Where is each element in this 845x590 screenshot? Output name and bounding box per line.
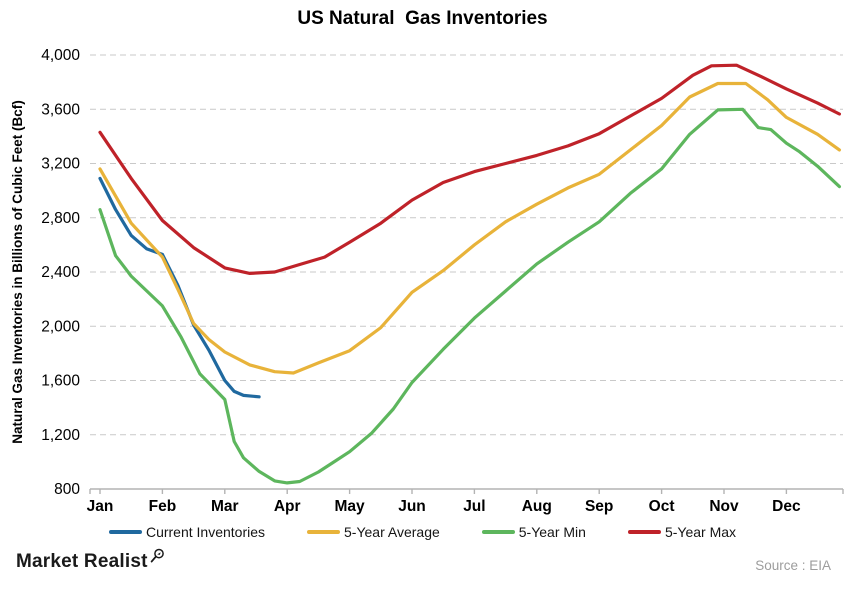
logo-text: Market Realist [16, 551, 148, 572]
x-tick-label-oct: Oct [649, 498, 675, 515]
series-line-5-year-max [98, 63, 842, 275]
magnifier-icon [150, 548, 165, 570]
legend-item-5-year-max: 5-Year Max [627, 524, 737, 540]
y-tick-label: 1,200 [41, 427, 80, 444]
legend-item-5-year-min: 5-Year Min [481, 524, 586, 540]
series-line-5-year-average [98, 81, 842, 375]
y-tick-label: 2,800 [41, 210, 80, 227]
y-axis-title: Natural Gas Inventories in Billions of C… [10, 100, 25, 444]
chart-title: US Natural Gas Inventories [297, 8, 548, 29]
legend-label: 5-Year Average [344, 524, 440, 540]
x-tick-label-mar: Mar [211, 498, 239, 515]
x-tick-label-nov: Nov [709, 498, 739, 515]
current-inventories-swatch [108, 530, 142, 534]
y-tick-label: 3,200 [41, 156, 80, 173]
inventory-line-chart: 800 1,200 1,600 2,000 2,400 2,800 3,200 3,600 4,… [10, 47, 844, 515]
legend-item-5-year-average: 5-Year Average [307, 524, 440, 540]
y-tick-label: 2,000 [41, 318, 80, 335]
legend-label: 5-Year Max [664, 524, 737, 540]
x-tick-label-jul: Jul [463, 498, 485, 515]
legend-label: Current Inventories [145, 524, 266, 540]
x-tick-label-dec: Dec [772, 498, 801, 515]
series-line-5-year-min [98, 107, 842, 485]
market-realist-logo: Market Realist [16, 548, 165, 573]
x-tick-label-feb: Feb [149, 498, 177, 515]
x-tick-label-jan: Jan [87, 498, 114, 515]
y-tick-label: 3,600 [41, 101, 80, 118]
five-year-min-swatch [481, 530, 515, 534]
legend-label: 5-Year Min [518, 524, 586, 540]
x-tick-label-apr: Apr [274, 498, 301, 515]
source-note: Source : EIA [755, 558, 831, 573]
five-year-average-swatch [307, 530, 341, 534]
x-tick-label-aug: Aug [522, 498, 552, 515]
five-year-max-swatch [627, 530, 661, 534]
y-tick-label: 800 [54, 481, 80, 498]
legend-item-current-inventories: Current Inventories [108, 524, 266, 540]
x-tick-label-jun: Jun [398, 498, 426, 515]
x-tick-label-sep: Sep [585, 498, 613, 515]
y-tick-label: 2,400 [41, 264, 80, 281]
y-tick-label: 4,000 [41, 47, 80, 64]
y-tick-label: 1,600 [41, 373, 80, 390]
x-tick-label-may: May [335, 498, 366, 515]
chart-legend: Current Inventories 5-Year Average 5-Yea… [0, 524, 845, 540]
